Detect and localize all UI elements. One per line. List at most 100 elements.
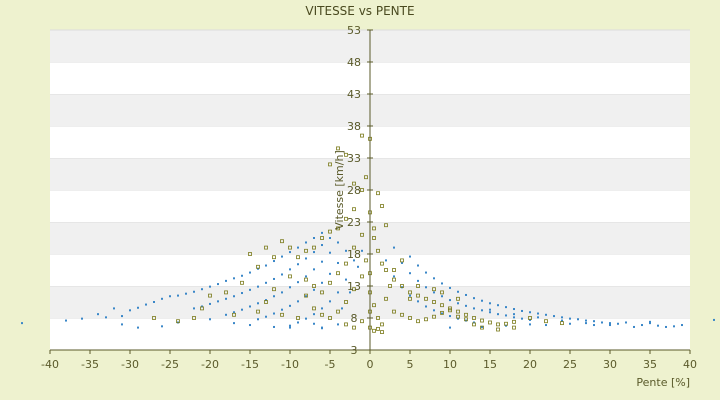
- data-point-blue: [345, 278, 347, 281]
- data-point-blue: [713, 318, 715, 321]
- data-point-blue: [273, 295, 275, 298]
- data-point-blue: [313, 268, 315, 271]
- data-point-olive: [496, 322, 500, 327]
- data-point-olive: [352, 207, 356, 212]
- data-point-blue: [401, 261, 403, 264]
- data-point-blue: [209, 285, 211, 288]
- data-point-olive: [312, 245, 316, 250]
- data-point-blue: [513, 308, 515, 311]
- data-point-blue: [225, 297, 227, 300]
- x-tick-label: -35: [81, 358, 99, 371]
- data-point-blue: [337, 291, 339, 294]
- y-tick-label: 38: [347, 120, 361, 133]
- data-point-blue: [473, 307, 475, 310]
- data-point-blue: [145, 303, 147, 306]
- data-point-blue: [417, 279, 419, 282]
- data-point-olive: [312, 284, 316, 288]
- data-point-blue: [305, 295, 307, 298]
- data-point-olive: [336, 309, 340, 314]
- data-point-olive: [376, 248, 380, 253]
- data-point-blue: [201, 288, 203, 291]
- data-point-blue: [593, 324, 595, 327]
- data-point-olive: [312, 306, 316, 311]
- data-point-olive: [152, 316, 156, 320]
- data-point-blue: [249, 305, 251, 308]
- data-point-olive: [328, 280, 332, 285]
- data-point-olive: [448, 308, 452, 313]
- data-point-blue: [273, 325, 275, 328]
- data-point-olive: [224, 290, 228, 295]
- x-tick-label: 25: [563, 358, 577, 371]
- data-point-olive: [400, 312, 404, 317]
- data-point-blue: [321, 326, 323, 329]
- data-point-olive: [200, 306, 204, 311]
- chart-title: VITESSE vs PENTE: [305, 4, 414, 18]
- data-point-blue: [297, 321, 299, 324]
- data-point-blue: [305, 241, 307, 244]
- data-point-blue: [341, 307, 343, 310]
- y-axis-label: Vitesse [km/h]: [333, 150, 346, 230]
- data-point-olive: [448, 306, 452, 311]
- data-point-blue: [169, 295, 171, 298]
- data-point-blue: [321, 307, 323, 310]
- data-point-blue: [297, 281, 299, 284]
- x-tick-label: 5: [407, 358, 414, 371]
- data-point-olive: [208, 293, 212, 298]
- data-point-blue: [233, 322, 235, 325]
- data-point-blue: [177, 294, 179, 297]
- data-point-blue: [273, 260, 275, 263]
- data-point-blue: [313, 251, 315, 254]
- data-point-blue: [609, 322, 611, 325]
- data-point-blue: [161, 297, 163, 300]
- data-point-olive: [320, 290, 324, 295]
- data-point-blue: [529, 318, 531, 321]
- data-point-olive: [364, 175, 368, 180]
- data-point-olive: [480, 318, 484, 323]
- data-point-blue: [217, 283, 219, 286]
- data-point-blue: [297, 246, 299, 249]
- data-point-blue: [561, 319, 563, 322]
- data-point-blue: [409, 294, 411, 297]
- data-point-olive: [352, 181, 356, 186]
- data-point-blue: [289, 326, 291, 329]
- data-point-olive: [176, 319, 180, 324]
- data-point-olive: [364, 258, 368, 263]
- data-point-olive: [384, 268, 388, 272]
- data-point-olive: [376, 316, 380, 320]
- data-point-blue: [553, 315, 555, 318]
- data-point-blue: [349, 291, 351, 294]
- data-point-olive: [296, 316, 300, 320]
- data-point-olive: [408, 290, 412, 295]
- data-point-olive: [352, 245, 356, 250]
- data-point-blue: [337, 261, 339, 264]
- data-point-blue: [529, 323, 531, 326]
- data-point-blue: [281, 291, 283, 294]
- data-point-blue: [289, 324, 291, 327]
- data-point-olive: [512, 319, 516, 324]
- data-point-blue: [433, 309, 435, 312]
- data-point-olive: [464, 317, 468, 322]
- data-point-olive: [336, 226, 340, 231]
- data-point-blue: [497, 313, 499, 316]
- y-tick-label: 53: [347, 24, 361, 37]
- data-point-blue: [249, 288, 251, 291]
- data-point-blue: [289, 286, 291, 289]
- data-point-blue: [657, 324, 659, 327]
- data-point-blue: [673, 325, 675, 328]
- data-point-blue: [465, 293, 467, 296]
- data-point-olive: [376, 326, 380, 331]
- data-point-blue: [129, 309, 131, 312]
- data-point-olive: [472, 322, 476, 327]
- data-point-olive: [280, 312, 284, 317]
- data-point-blue: [505, 306, 507, 309]
- data-point-olive: [320, 312, 324, 317]
- data-point-blue: [305, 317, 307, 320]
- data-point-blue: [273, 277, 275, 280]
- data-point-blue: [21, 322, 23, 325]
- x-tick-label: 30: [603, 358, 617, 371]
- data-point-blue: [593, 320, 595, 323]
- x-tick-label: -25: [161, 358, 179, 371]
- data-point-blue: [249, 324, 251, 327]
- data-point-blue: [513, 316, 515, 319]
